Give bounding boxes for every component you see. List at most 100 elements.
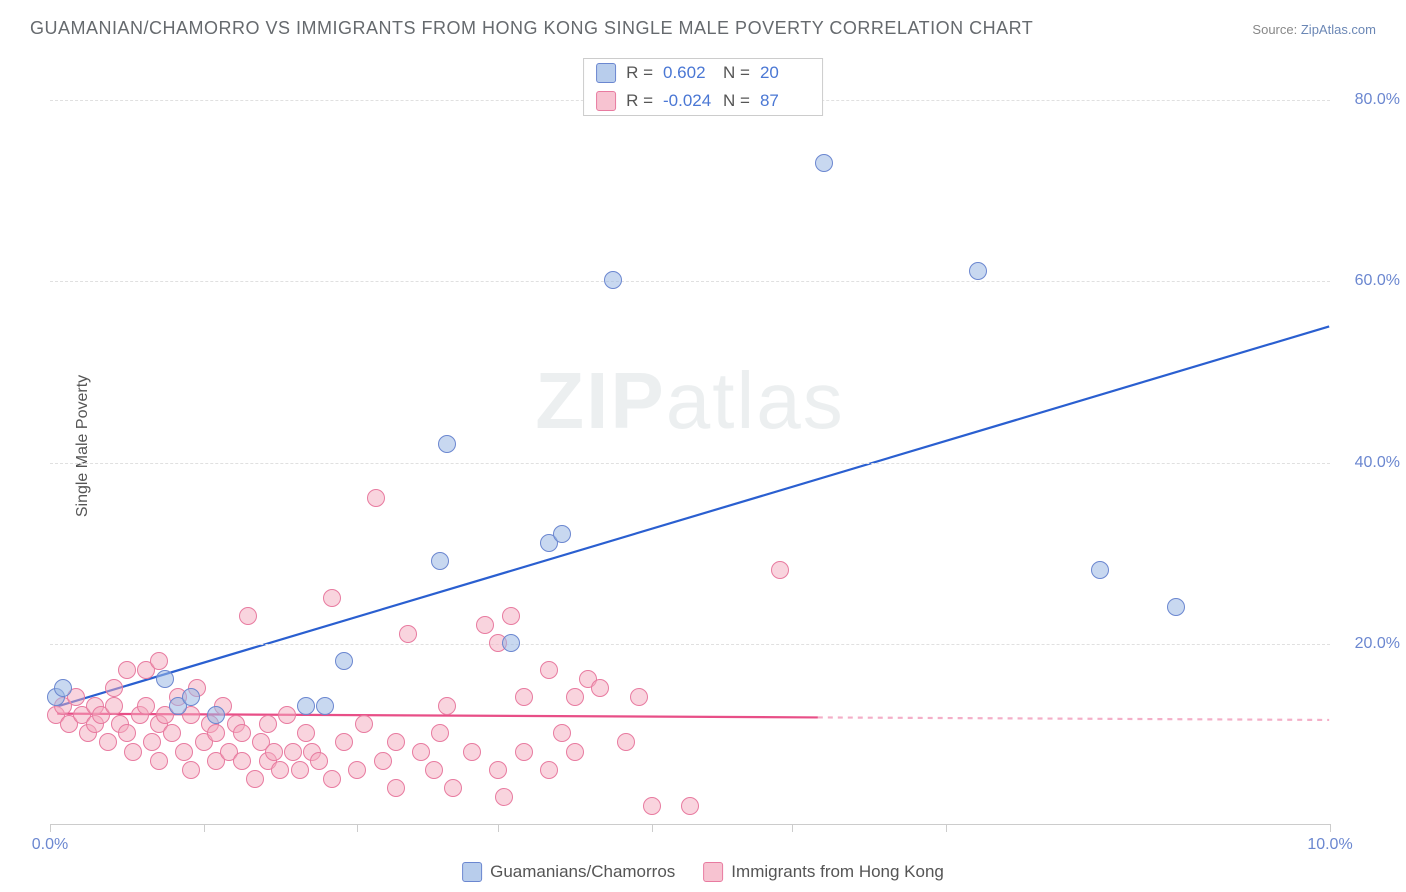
data-point bbox=[156, 670, 174, 688]
data-point bbox=[1091, 561, 1109, 579]
y-tick-label: 40.0% bbox=[1340, 454, 1400, 472]
data-point bbox=[566, 688, 584, 706]
x-tick bbox=[792, 824, 793, 832]
r-value-blue: 0.602 bbox=[663, 63, 713, 83]
data-point bbox=[367, 489, 385, 507]
r-value-pink: -0.024 bbox=[663, 91, 713, 111]
data-point bbox=[502, 634, 520, 652]
data-point bbox=[124, 743, 142, 761]
data-point bbox=[540, 761, 558, 779]
x-tick bbox=[1330, 824, 1331, 832]
plot-area: ZIPatlas 20.0%40.0%60.0%80.0%0.0%10.0% bbox=[50, 55, 1330, 825]
data-point bbox=[137, 697, 155, 715]
data-point bbox=[604, 271, 622, 289]
data-point bbox=[297, 697, 315, 715]
data-point bbox=[271, 761, 289, 779]
x-tick-label: 0.0% bbox=[32, 836, 68, 854]
source-label: Source: bbox=[1252, 22, 1297, 37]
data-point bbox=[175, 743, 193, 761]
data-point bbox=[553, 724, 571, 742]
gridline bbox=[50, 281, 1330, 282]
chart-title: GUAMANIAN/CHAMORRO VS IMMIGRANTS FROM HO… bbox=[30, 18, 1033, 39]
data-point bbox=[99, 733, 117, 751]
data-point bbox=[297, 724, 315, 742]
data-point bbox=[387, 733, 405, 751]
data-point bbox=[617, 733, 635, 751]
data-point bbox=[643, 797, 661, 815]
data-point bbox=[233, 752, 251, 770]
y-tick-label: 60.0% bbox=[1340, 272, 1400, 290]
data-point bbox=[412, 743, 430, 761]
x-tick bbox=[357, 824, 358, 832]
data-point bbox=[182, 761, 200, 779]
data-point bbox=[591, 679, 609, 697]
data-point bbox=[515, 688, 533, 706]
data-point bbox=[431, 724, 449, 742]
trend-lines bbox=[50, 55, 1330, 824]
x-tick bbox=[50, 824, 51, 832]
data-point bbox=[239, 607, 257, 625]
data-point bbox=[163, 724, 181, 742]
data-point bbox=[681, 797, 699, 815]
legend-item-pink: Immigrants from Hong Kong bbox=[703, 862, 944, 882]
legend-label-blue: Guamanians/Chamorros bbox=[490, 862, 675, 882]
watermark-bold: ZIP bbox=[535, 356, 665, 445]
swatch-pink-icon bbox=[703, 862, 723, 882]
data-point bbox=[438, 435, 456, 453]
data-point bbox=[207, 706, 225, 724]
data-point bbox=[105, 679, 123, 697]
stats-legend: R = 0.602 N = 20 R = -0.024 N = 87 bbox=[583, 58, 823, 116]
data-point bbox=[489, 761, 507, 779]
watermark-light: atlas bbox=[666, 356, 845, 445]
data-point bbox=[476, 616, 494, 634]
data-point bbox=[515, 743, 533, 761]
data-point bbox=[438, 697, 456, 715]
y-tick-label: 20.0% bbox=[1340, 635, 1400, 653]
data-point bbox=[630, 688, 648, 706]
data-point bbox=[969, 262, 987, 280]
y-tick-label: 80.0% bbox=[1340, 91, 1400, 109]
data-point bbox=[54, 679, 72, 697]
r-label: R = bbox=[626, 91, 653, 111]
data-point bbox=[150, 652, 168, 670]
data-point bbox=[348, 761, 366, 779]
gridline bbox=[50, 644, 1330, 645]
data-point bbox=[143, 733, 161, 751]
data-point bbox=[374, 752, 392, 770]
data-point bbox=[502, 607, 520, 625]
x-tick-label: 10.0% bbox=[1307, 836, 1352, 854]
source-attribution: Source: ZipAtlas.com bbox=[1252, 22, 1376, 37]
data-point bbox=[540, 661, 558, 679]
data-point bbox=[284, 743, 302, 761]
swatch-pink-icon bbox=[596, 91, 616, 111]
x-tick bbox=[652, 824, 653, 832]
source-value: ZipAtlas.com bbox=[1301, 22, 1376, 37]
data-point bbox=[335, 733, 353, 751]
data-point bbox=[265, 743, 283, 761]
swatch-blue-icon bbox=[596, 63, 616, 83]
data-point bbox=[207, 724, 225, 742]
data-point bbox=[431, 552, 449, 570]
stats-row-pink: R = -0.024 N = 87 bbox=[584, 87, 822, 115]
data-point bbox=[425, 761, 443, 779]
data-point bbox=[105, 697, 123, 715]
data-point bbox=[495, 788, 513, 806]
bottom-legend: Guamanians/Chamorros Immigrants from Hon… bbox=[462, 862, 944, 882]
watermark: ZIPatlas bbox=[535, 355, 844, 447]
legend-item-blue: Guamanians/Chamorros bbox=[462, 862, 675, 882]
data-point bbox=[566, 743, 584, 761]
data-point bbox=[335, 652, 353, 670]
n-value-blue: 20 bbox=[760, 63, 810, 83]
data-point bbox=[815, 154, 833, 172]
data-point bbox=[118, 661, 136, 679]
data-point bbox=[118, 724, 136, 742]
data-point bbox=[323, 770, 341, 788]
data-point bbox=[355, 715, 373, 733]
data-point bbox=[259, 715, 277, 733]
data-point bbox=[399, 625, 417, 643]
data-point bbox=[387, 779, 405, 797]
swatch-blue-icon bbox=[462, 862, 482, 882]
gridline bbox=[50, 463, 1330, 464]
data-point bbox=[444, 779, 462, 797]
data-point bbox=[1167, 598, 1185, 616]
